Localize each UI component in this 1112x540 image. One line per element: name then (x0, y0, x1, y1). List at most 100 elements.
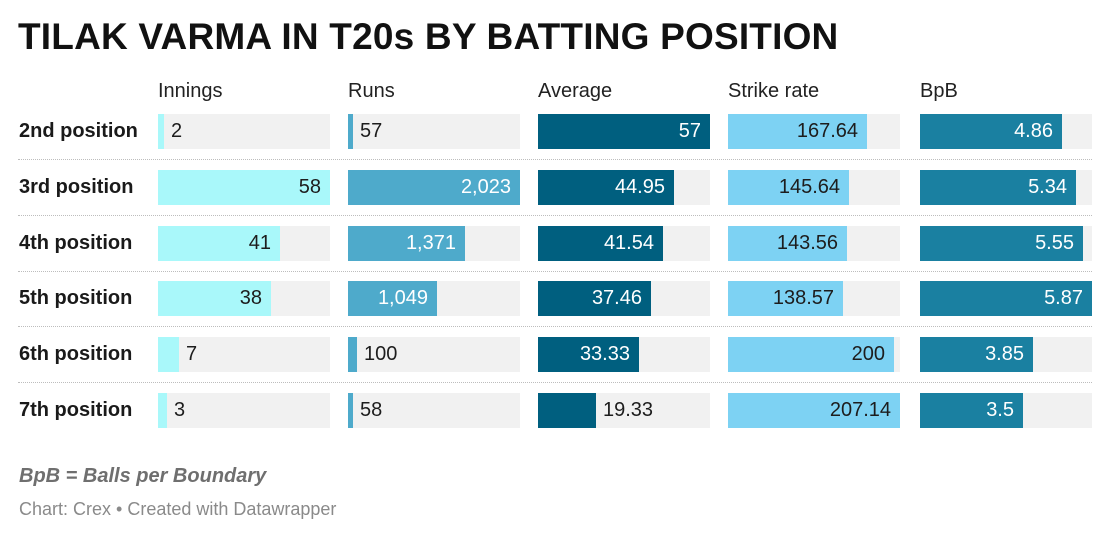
value-label-runs: 100 (364, 343, 398, 365)
bar-strike-rate (728, 114, 867, 149)
cell-bpb: 3.5 (920, 393, 1092, 428)
cell-runs: 57 (348, 114, 520, 149)
bar-strike-rate (728, 393, 900, 428)
bar-runs (348, 281, 437, 316)
bar-runs (348, 114, 353, 149)
value-label-average: 37.46 (591, 287, 642, 309)
cell-bpb: 5.87 (920, 281, 1092, 316)
cell-average: 37.46 (538, 281, 710, 316)
cell-runs: 100 (348, 337, 520, 372)
bar-average (538, 393, 596, 428)
column-header-innings: Innings (158, 80, 223, 102)
value-label-strike-rate: 143.56 (776, 232, 838, 254)
bar-runs (348, 170, 520, 205)
bar-bpb (920, 337, 1033, 372)
cell-runs: 58 (348, 393, 520, 428)
cell-runs: 1,049 (348, 281, 520, 316)
value-label-innings: 41 (248, 232, 271, 254)
chart-title: TILAK VARMA IN T20s BY BATTING POSITION (18, 16, 839, 57)
bar-average (538, 281, 651, 316)
bar-innings (158, 226, 280, 261)
row-divider (18, 215, 1092, 216)
cell-average: 33.33 (538, 337, 710, 372)
row-label-6th-position: 6th position (19, 343, 133, 365)
value-label-bpb: 5.34 (1028, 176, 1067, 198)
bar-bpb (920, 393, 1023, 428)
footnote: BpB = Balls per Boundary (19, 465, 267, 487)
cell-average: 44.95 (538, 170, 710, 205)
value-label-average: 57 (678, 120, 701, 142)
value-label-strike-rate: 207.14 (829, 399, 891, 421)
cell-runs: 1,371 (348, 226, 520, 261)
bar-bpb (920, 226, 1083, 261)
cell-bpb: 5.55 (920, 226, 1092, 261)
cell-innings: 38 (158, 281, 330, 316)
value-label-average: 19.33 (603, 399, 654, 421)
cell-strike-rate: 207.14 (728, 393, 900, 428)
value-label-strike-rate: 167.64 (796, 120, 858, 142)
bar-bpb (920, 170, 1076, 205)
value-label-runs: 57 (360, 120, 383, 142)
cell-strike-rate: 138.57 (728, 281, 900, 316)
bar-runs (348, 226, 465, 261)
cell-bpb: 3.85 (920, 337, 1092, 372)
bar-strike-rate (728, 281, 843, 316)
cell-strike-rate: 145.64 (728, 170, 900, 205)
bar-innings (158, 281, 271, 316)
row-label-7th-position: 7th position (19, 399, 133, 421)
row-divider (18, 271, 1092, 272)
value-label-innings: 7 (186, 343, 198, 365)
cell-strike-rate: 167.64 (728, 114, 900, 149)
value-label-bpb: 5.87 (1044, 287, 1083, 309)
value-label-average: 41.54 (603, 232, 654, 254)
value-label-strike-rate: 200 (851, 343, 885, 365)
bar-average (538, 114, 710, 149)
cell-innings: 2 (158, 114, 330, 149)
cell-innings: 58 (158, 170, 330, 205)
value-label-average: 33.33 (579, 343, 630, 365)
cell-average: 19.33 (538, 393, 710, 428)
row-divider (18, 382, 1092, 383)
bar-average (538, 170, 674, 205)
bar-strike-rate (728, 337, 894, 372)
bar-strike-rate (728, 226, 847, 261)
bar-strike-rate (728, 170, 849, 205)
value-label-runs: 1,049 (377, 287, 428, 309)
bar-average (538, 226, 663, 261)
cell-average: 41.54 (538, 226, 710, 261)
value-label-runs: 58 (360, 399, 383, 421)
cell-strike-rate: 143.56 (728, 226, 900, 261)
value-label-innings: 58 (298, 176, 321, 198)
value-label-innings: 38 (239, 287, 262, 309)
column-header-runs: Runs (348, 80, 395, 102)
row-label-5th-position: 5th position (19, 287, 133, 309)
value-label-bpb: 5.55 (1035, 232, 1074, 254)
row-divider (18, 326, 1092, 327)
bar-innings (158, 114, 164, 149)
value-label-average: 44.95 (614, 176, 665, 198)
value-label-bpb: 3.5 (986, 399, 1014, 421)
value-label-strike-rate: 145.64 (778, 176, 840, 198)
value-label-strike-rate: 138.57 (772, 287, 834, 309)
bar-runs (348, 393, 353, 428)
row-label-2nd-position: 2nd position (19, 120, 138, 142)
value-label-innings: 2 (171, 120, 183, 142)
row-divider (18, 159, 1092, 160)
cell-bpb: 5.34 (920, 170, 1092, 205)
row-label-4th-position: 4th position (19, 232, 133, 254)
cell-innings: 7 (158, 337, 330, 372)
value-label-bpb: 4.86 (1014, 120, 1053, 142)
bar-average (538, 337, 639, 372)
cell-innings: 41 (158, 226, 330, 261)
bar-runs (348, 337, 357, 372)
column-header-strike-rate: Strike rate (728, 80, 820, 102)
source-credit: Chart: Crex • Created with Datawrapper (19, 499, 337, 519)
cell-runs: 2,023 (348, 170, 520, 205)
cell-bpb: 4.86 (920, 114, 1092, 149)
bar-bpb (920, 114, 1062, 149)
column-header-bpb: BpB (920, 80, 958, 102)
column-header-average: Average (538, 80, 613, 102)
bar-bpb (920, 281, 1092, 316)
cell-strike-rate: 200 (728, 337, 900, 372)
cell-innings: 3 (158, 393, 330, 428)
